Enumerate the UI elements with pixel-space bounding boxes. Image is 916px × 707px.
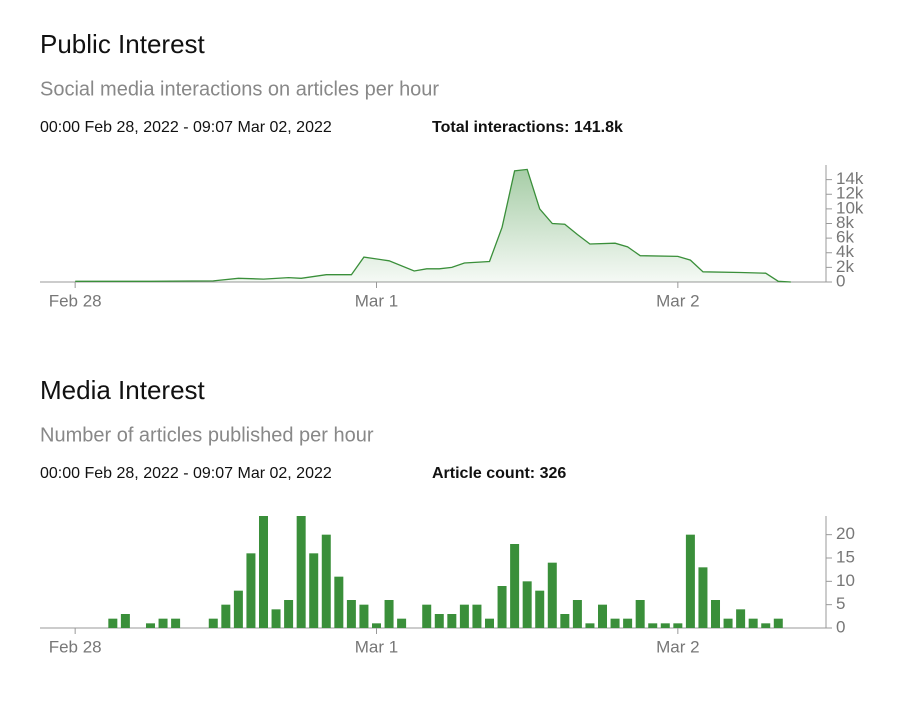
bar bbox=[384, 600, 394, 628]
chart-title: Public Interest bbox=[40, 29, 206, 59]
bar bbox=[208, 618, 218, 628]
bar bbox=[472, 604, 482, 628]
bar bbox=[497, 586, 507, 628]
bar bbox=[547, 562, 557, 628]
date-range: 00:00 Feb 28, 2022 - 09:07 Mar 02, 2022 bbox=[40, 119, 332, 136]
bar bbox=[459, 604, 469, 628]
bar bbox=[447, 614, 457, 628]
bar bbox=[397, 618, 407, 628]
x-tick-label: Mar 1 bbox=[355, 637, 398, 656]
y-tick-label: 15 bbox=[836, 547, 855, 566]
y-tick-label: 8k bbox=[836, 213, 854, 232]
bar bbox=[535, 590, 545, 628]
bar bbox=[623, 618, 633, 628]
bar bbox=[510, 544, 520, 628]
bar bbox=[673, 623, 683, 628]
bar bbox=[284, 600, 294, 628]
bar bbox=[723, 618, 733, 628]
chart-subtitle: Social media interactions on articles pe… bbox=[40, 78, 439, 100]
bar bbox=[648, 623, 658, 628]
x-tick-label: Mar 2 bbox=[656, 291, 699, 310]
total: Article count: 326 bbox=[432, 465, 566, 482]
x-tick-label: Mar 2 bbox=[656, 637, 699, 656]
chart-title: Media Interest bbox=[40, 375, 206, 405]
y-tick-label: 10k bbox=[836, 198, 864, 217]
bar bbox=[246, 553, 256, 628]
bar bbox=[359, 604, 369, 628]
bar bbox=[685, 534, 695, 628]
bar bbox=[171, 618, 181, 628]
y-tick-label: 4k bbox=[836, 242, 854, 261]
bar bbox=[233, 590, 243, 628]
bar bbox=[434, 614, 444, 628]
line bbox=[75, 168, 791, 283]
bar bbox=[635, 600, 645, 628]
bar bbox=[585, 623, 595, 628]
bar bbox=[698, 567, 708, 628]
bar bbox=[145, 623, 155, 628]
bar bbox=[158, 618, 168, 628]
bar bbox=[221, 604, 231, 628]
bar bbox=[572, 600, 582, 628]
bar bbox=[773, 618, 783, 628]
bar bbox=[485, 618, 495, 628]
y-tick-label: 5 bbox=[836, 594, 845, 613]
area bbox=[75, 169, 791, 282]
bar bbox=[296, 516, 306, 628]
y-tick-label: 20 bbox=[836, 524, 855, 543]
bar bbox=[120, 614, 130, 628]
bar bbox=[522, 581, 532, 628]
bar bbox=[371, 623, 381, 628]
y-tick-label: 10 bbox=[836, 571, 855, 590]
y-tick-label: 2k bbox=[836, 257, 854, 276]
total: Total interactions: 141.8k bbox=[432, 119, 623, 136]
bar bbox=[321, 534, 331, 628]
bar bbox=[736, 609, 746, 628]
bar bbox=[660, 623, 670, 628]
bar bbox=[761, 623, 771, 628]
bar bbox=[108, 618, 118, 628]
bar bbox=[346, 600, 356, 628]
bar bbox=[422, 604, 432, 628]
y-tick-label: 12k bbox=[836, 184, 864, 203]
x-tick-label: Mar 1 bbox=[355, 291, 398, 310]
y-tick-label: 0 bbox=[836, 271, 845, 290]
bar bbox=[309, 553, 319, 628]
y-tick-label: 0 bbox=[836, 617, 845, 636]
bar bbox=[610, 618, 620, 628]
y-tick-label: 14k bbox=[836, 169, 864, 188]
bar bbox=[334, 576, 344, 628]
chart-subtitle: Number of articles published per hour bbox=[40, 424, 374, 446]
bar bbox=[560, 614, 570, 628]
bar bbox=[258, 516, 268, 628]
bar bbox=[711, 600, 721, 628]
bar bbox=[271, 609, 281, 628]
x-tick-label: Feb 28 bbox=[49, 291, 102, 310]
bar bbox=[598, 604, 608, 628]
date-range: 00:00 Feb 28, 2022 - 09:07 Mar 02, 2022 bbox=[40, 465, 332, 482]
x-tick-label: Feb 28 bbox=[49, 637, 102, 656]
bar bbox=[748, 618, 758, 628]
y-tick-label: 6k bbox=[836, 228, 854, 247]
